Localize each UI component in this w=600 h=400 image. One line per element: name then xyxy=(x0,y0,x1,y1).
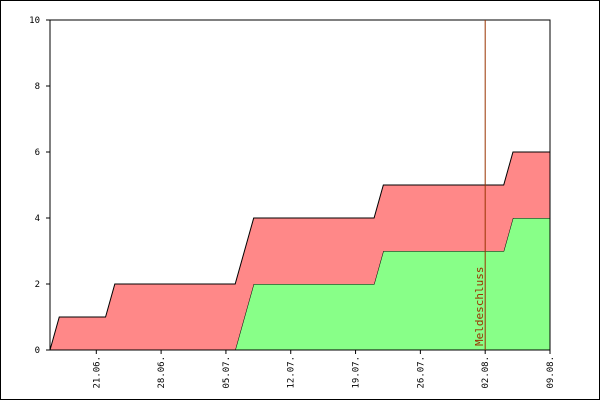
x-tick-label: 19.07. xyxy=(352,356,362,389)
y-tick-label: 8 xyxy=(35,82,40,92)
x-tick-label: 21.06. xyxy=(92,356,102,389)
y-tick-label: 10 xyxy=(29,16,40,26)
plot-frame xyxy=(49,19,551,351)
y-tick-label: 2 xyxy=(35,280,40,290)
x-tick-label: 09.08. xyxy=(546,356,556,389)
marker-label: Meldeschluss xyxy=(473,267,486,346)
area xyxy=(50,152,550,350)
y-tick-label: 4 xyxy=(35,214,40,224)
x-tick-label: 02.08. xyxy=(481,356,491,389)
x-tick-label: 26.07. xyxy=(416,356,426,389)
area-line xyxy=(49,151,550,351)
x-tick-label: 28.06. xyxy=(157,356,167,389)
x-tick-label: 12.07. xyxy=(287,356,297,389)
y-tick-label: 6 xyxy=(35,148,40,158)
x-tick-label: 05.07. xyxy=(222,356,232,389)
y-tick-label: 0 xyxy=(35,346,40,356)
